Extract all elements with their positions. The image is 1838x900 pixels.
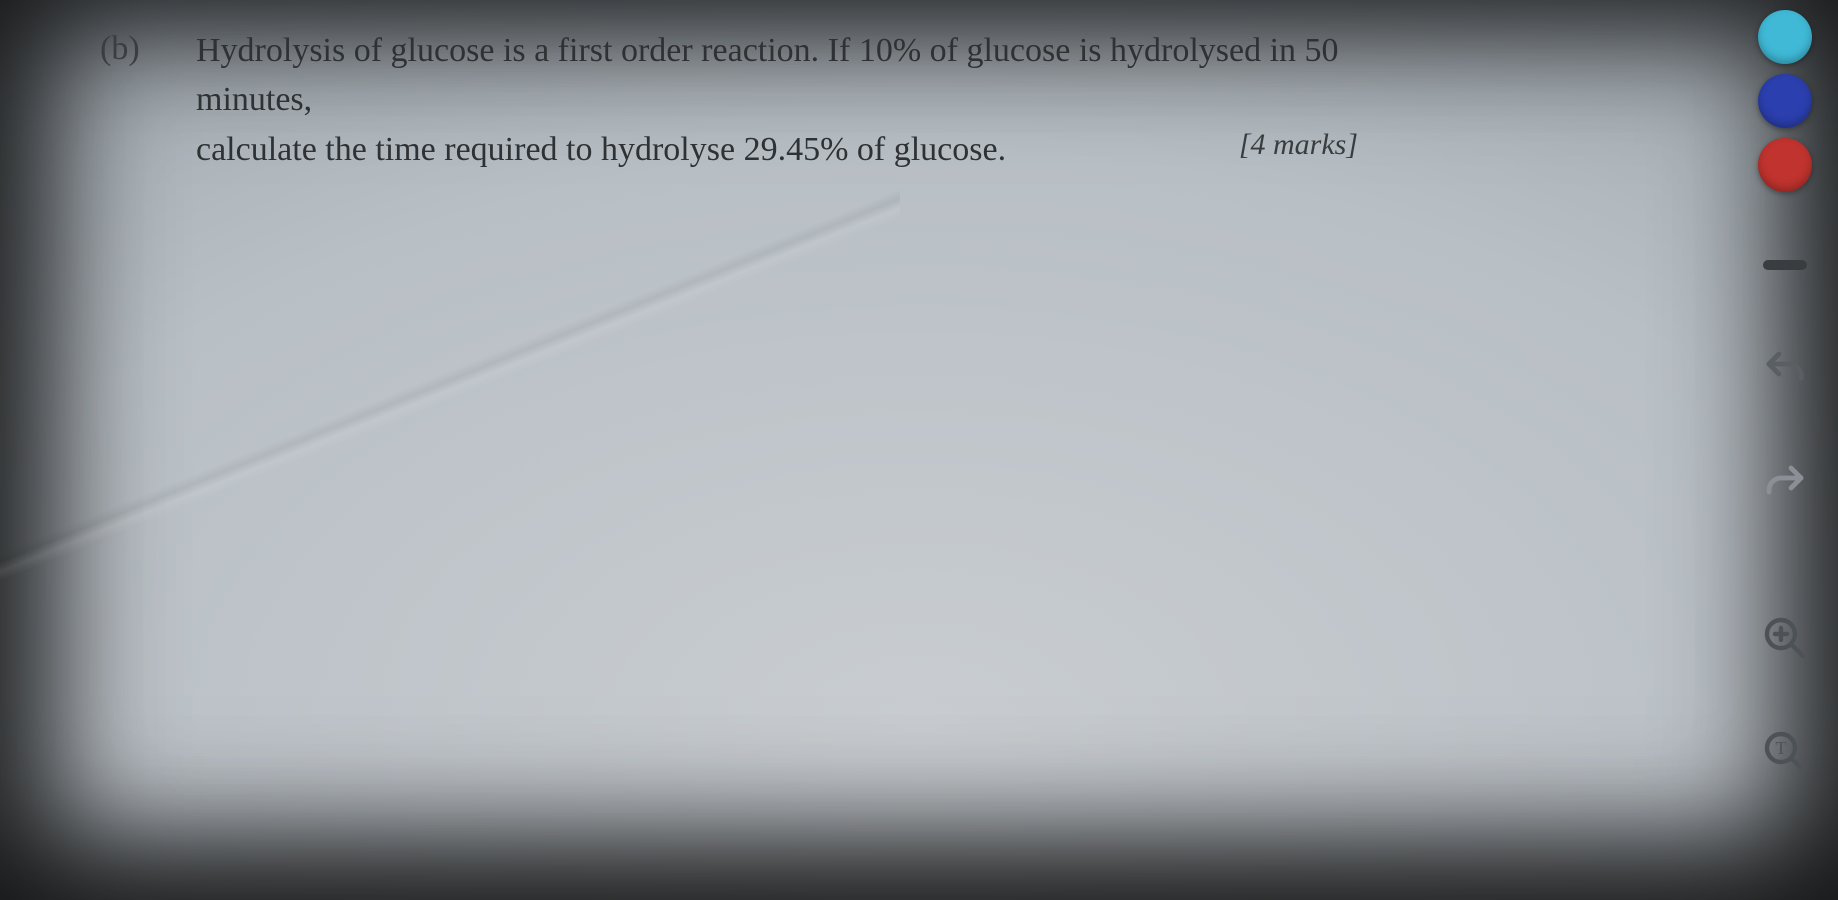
question-line: (b) Hydrolysis of glucose is a first ord…: [100, 26, 1378, 174]
marks-label: [4 marks]: [1239, 128, 1358, 162]
pen-thickness-indicator[interactable]: [1763, 260, 1807, 270]
zoom-icon[interactable]: [1753, 606, 1817, 670]
text-tool-icon[interactable]: T: [1753, 720, 1817, 784]
question-text: Hydrolysis of glucose is a first order r…: [196, 26, 1378, 174]
svg-text:T: T: [1776, 738, 1787, 758]
question-block: (b) Hydrolysis of glucose is a first ord…: [100, 26, 1378, 174]
color-blue-button[interactable]: [1758, 74, 1812, 128]
redo-icon[interactable]: [1753, 452, 1817, 516]
color-red-button[interactable]: [1758, 138, 1812, 192]
page: (b) Hydrolysis of glucose is a first ord…: [0, 0, 1838, 900]
annotation-toolbar: T: [1746, 10, 1824, 890]
paper-crease: [0, 90, 900, 690]
undo-icon[interactable]: [1753, 338, 1817, 402]
question-text-line1: Hydrolysis of glucose is a first order r…: [196, 32, 1339, 118]
question-text-line2: calculate the time required to hydrolyse…: [196, 131, 1006, 168]
color-cyan-button[interactable]: [1758, 10, 1812, 64]
question-label: (b): [100, 26, 160, 72]
